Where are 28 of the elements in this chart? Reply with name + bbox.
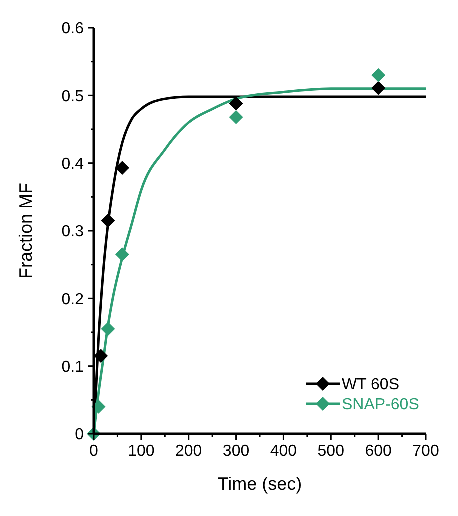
- x-tick-label: 400: [270, 443, 298, 460]
- x-tick-label: 0: [90, 443, 99, 460]
- point: [115, 248, 130, 262]
- y-tick-label: 0.3: [62, 224, 84, 241]
- x-tick-label: 500: [318, 443, 345, 460]
- x-tick-label: 600: [365, 443, 392, 460]
- point: [229, 110, 244, 124]
- y-tick-label: 0.6: [62, 20, 84, 38]
- x-tick-label: 100: [128, 443, 155, 460]
- y-tick-label: 0.5: [62, 88, 84, 106]
- point: [229, 96, 244, 111]
- y-tick-label: 0.1: [62, 358, 84, 376]
- y-tick-label: 0.4: [62, 156, 84, 173]
- x-axis-title: Time (sec): [218, 474, 302, 494]
- legend-label: SNAP-60S: [342, 396, 420, 414]
- legend-label: WT 60S: [342, 376, 400, 394]
- x-tick-label: 700: [412, 443, 440, 460]
- y-axis-title: Fraction MF: [16, 182, 36, 280]
- x-tick-label: 300: [222, 443, 250, 460]
- point: [101, 322, 116, 336]
- point: [115, 161, 130, 176]
- point: [372, 68, 386, 82]
- point: [101, 214, 116, 228]
- point: [94, 349, 108, 364]
- x-tick-label: 200: [176, 443, 202, 460]
- point: [372, 81, 386, 96]
- y-tick-label: 0.2: [62, 291, 84, 308]
- y-tick-label: 0: [75, 426, 84, 444]
